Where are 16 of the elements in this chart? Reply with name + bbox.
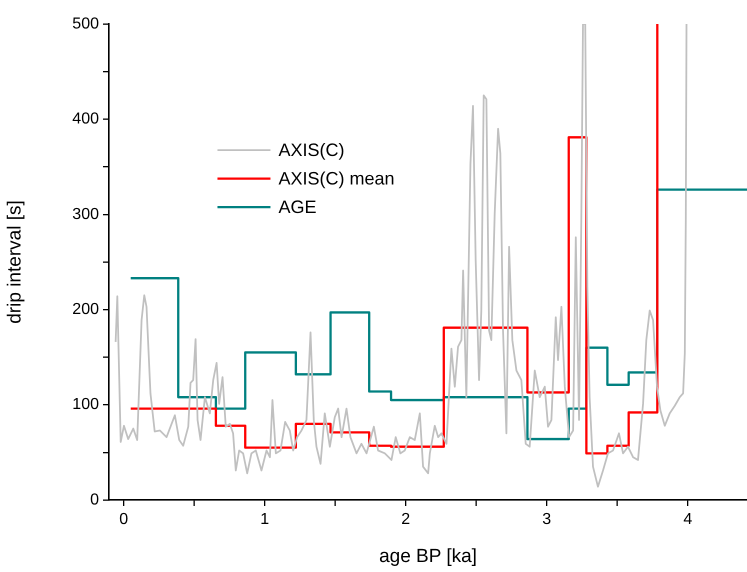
x-axis-title: age BP [ka] [379,546,477,567]
y-tick-label: 100 [72,396,100,414]
x-tick-label: 2 [401,511,410,528]
legend-label: AXIS(C) mean [278,168,395,189]
legend-label: AXIS(C) [278,140,344,160]
x-tick-label: 4 [683,511,692,528]
y-tick-label: 0 [90,491,100,508]
x-tick-label: 0 [119,511,128,528]
legend-label: AGE [278,197,316,218]
y-tick-label: 400 [72,110,100,128]
y-tick-label: 500 [72,15,100,32]
y-axis-title: drip interval [s] [4,200,26,324]
x-tick-label: 1 [260,511,270,528]
y-tick-label: 200 [72,301,100,318]
x-tick-label: 3 [542,511,552,528]
y-tick-label: 300 [72,206,100,223]
